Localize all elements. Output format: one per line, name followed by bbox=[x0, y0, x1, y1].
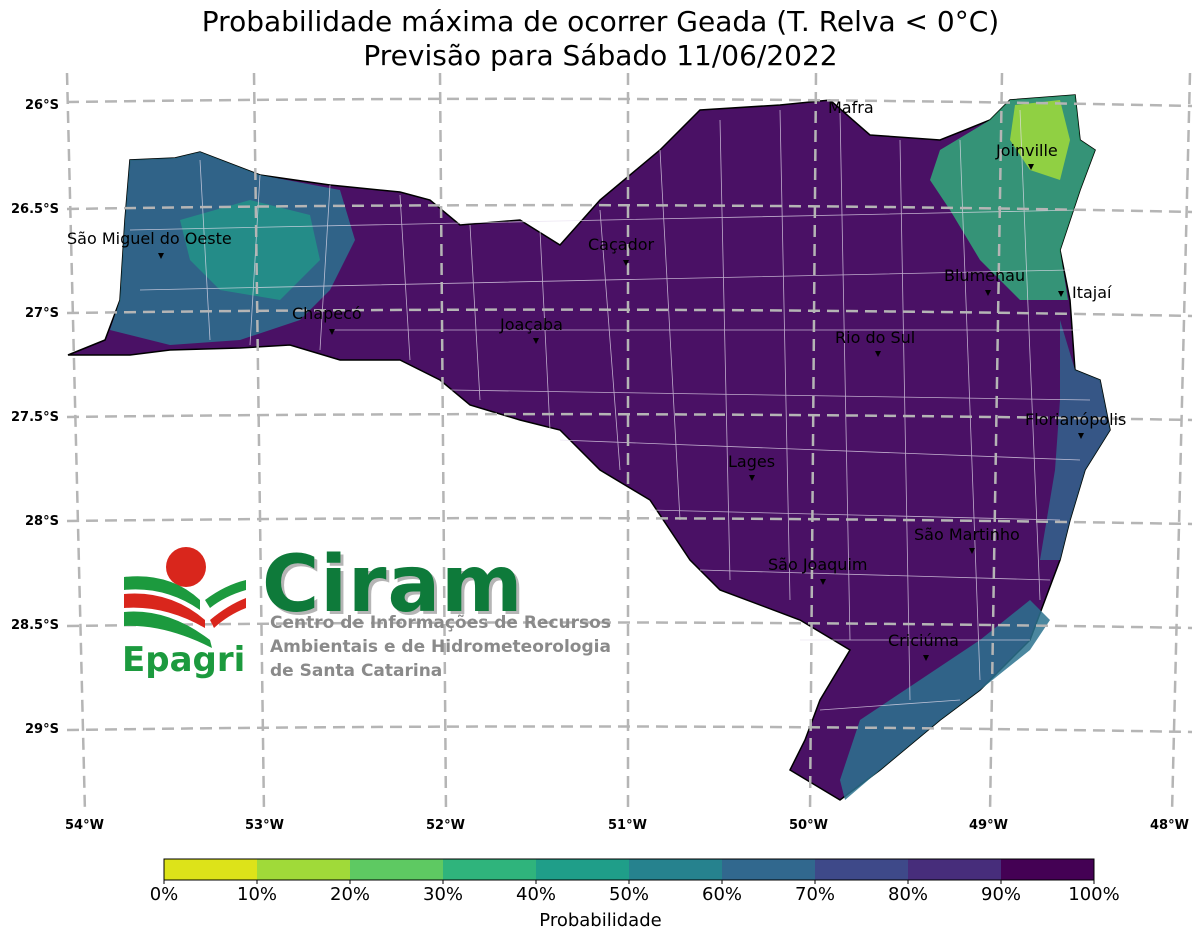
colorbar-tick-label: 70% bbox=[794, 884, 836, 905]
colorbar bbox=[163, 858, 1095, 884]
colorbar-segment bbox=[908, 859, 1002, 880]
city-label-rio-do-sul: Rio do Sul bbox=[835, 328, 916, 347]
graticule bbox=[65, 72, 1193, 814]
city-label-chapeco: Chapecó bbox=[292, 304, 362, 323]
colorbar-tick-label: 40% bbox=[515, 884, 557, 905]
lon-label: 49°W bbox=[969, 818, 1008, 833]
west-lower-probability bbox=[180, 200, 320, 300]
lon-label: 48°W bbox=[1150, 818, 1189, 833]
lat-label: 29°S bbox=[25, 722, 59, 737]
lat-label: 26.5°S bbox=[11, 202, 59, 217]
colorbar-tick-label: 0% bbox=[149, 884, 179, 905]
logo-subtitle-line3: de Santa Catarina bbox=[270, 661, 443, 681]
city-label-sao-miguel-do-oeste: São Miguel do Oeste bbox=[67, 229, 232, 248]
colorbar-segment bbox=[815, 859, 909, 880]
lon-label: 50°W bbox=[789, 818, 828, 833]
colorbar-tick-label: 90% bbox=[980, 884, 1022, 905]
colorbar-tick-label: 50% bbox=[608, 884, 650, 905]
city-label-cacador: Caçador bbox=[588, 235, 655, 254]
city-label-sao-martinho: São Martinho bbox=[914, 525, 1020, 544]
city-markers bbox=[158, 164, 1084, 661]
epagri-logo-icon bbox=[124, 547, 246, 648]
colorbar-tick-label: 10% bbox=[236, 884, 278, 905]
northeast-lowest-probability bbox=[1010, 100, 1070, 180]
colorbar-tick-label: 30% bbox=[422, 884, 464, 905]
municipal-boundaries bbox=[129, 109, 1091, 711]
city-label-joacaba: Joaçaba bbox=[500, 315, 563, 334]
logo-subtitle-line1: Centro de Informações de Recursos bbox=[270, 613, 611, 633]
city-label-florianopolis: Florianópolis bbox=[1025, 410, 1127, 429]
coast-east-mid-probability bbox=[1040, 320, 1110, 560]
colorbar-segment bbox=[1001, 859, 1095, 880]
colorbar-segment bbox=[629, 859, 723, 880]
lat-label: 28°S bbox=[25, 514, 59, 529]
city-label-mafra: Mafra bbox=[828, 98, 874, 117]
colorbar-label: Probabilidade bbox=[539, 910, 662, 931]
lat-label: 26°S bbox=[25, 98, 59, 113]
epagri-logo-text: Epagri bbox=[122, 640, 246, 680]
lat-label: 27.5°S bbox=[11, 410, 59, 425]
colorbar-segment bbox=[350, 859, 444, 880]
city-label-joinville: Joinville bbox=[996, 141, 1058, 160]
lon-label: 52°W bbox=[426, 818, 465, 833]
city-label-blumenau: Blumenau bbox=[944, 266, 1026, 285]
colorbar-segment bbox=[536, 859, 630, 880]
logo-subtitle-line2: Ambientais e de Hidrometeorologia bbox=[270, 637, 611, 657]
city-label-sao-joaquim: São Joaquim bbox=[768, 555, 868, 574]
colorbar-segment bbox=[164, 859, 258, 880]
lon-label: 51°W bbox=[608, 818, 647, 833]
colorbar-tick-label: 60% bbox=[701, 884, 743, 905]
south-coast-mid-probability bbox=[840, 600, 1050, 800]
map-subtitle: Previsão para Sábado 11/06/2022 bbox=[363, 39, 838, 72]
lat-label: 27°S bbox=[25, 306, 59, 321]
city-label-lages: Lages bbox=[728, 452, 776, 471]
colorbar-tick-label: 80% bbox=[887, 884, 929, 905]
city-label-itajai: Itajaí bbox=[1072, 283, 1112, 302]
colorbar-segment bbox=[722, 859, 816, 880]
city-label-criciuma: Criciúma bbox=[888, 631, 959, 650]
colorbar-segment bbox=[257, 859, 351, 880]
lon-label: 54°W bbox=[65, 818, 104, 833]
lat-label: 28.5°S bbox=[11, 618, 59, 633]
colorbar-segment bbox=[443, 859, 537, 880]
map-title: Probabilidade máxima de ocorrer Geada (T… bbox=[201, 5, 1000, 38]
colorbar-tick-label: 20% bbox=[329, 884, 371, 905]
lon-label: 53°W bbox=[245, 818, 284, 833]
ciram-logo-text: Ciram bbox=[262, 540, 524, 630]
colorbar-tick-label: 100% bbox=[1068, 884, 1120, 905]
